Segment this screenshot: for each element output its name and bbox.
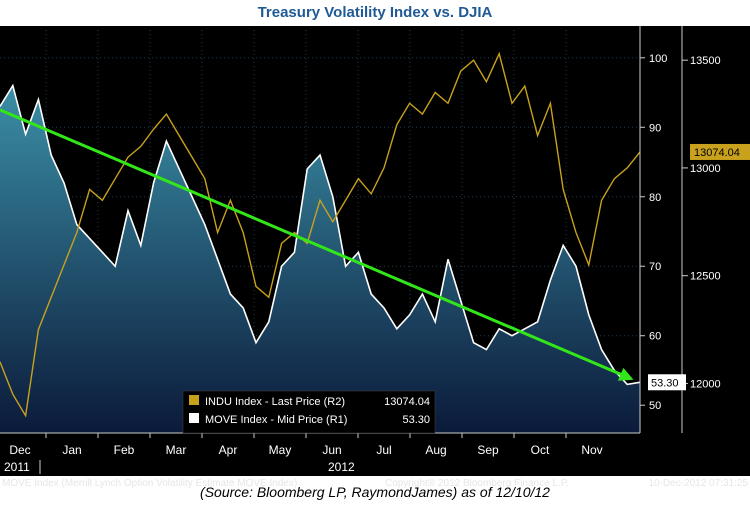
r2-tick-label: 13000 — [690, 163, 721, 175]
r2-tick-label: 12500 — [690, 271, 721, 283]
indu-line — [0, 51, 641, 418]
r1-tick-label: 90 — [649, 122, 661, 134]
x-tick-label: Oct — [531, 443, 550, 457]
legend-box — [182, 390, 436, 434]
indu-last-value-box — [690, 143, 750, 160]
x-tick-label: Jan — [62, 443, 81, 457]
legend-value-indu: 13074.04 — [384, 396, 430, 408]
chart-svg: 50 60 70 80 90 100 12000 12500 13000 13500 13074.0… — [0, 26, 750, 474]
x-tick-label: Jun — [322, 443, 341, 457]
x-year-label: 2011 — [4, 460, 30, 474]
x-tick-label: Sep — [477, 443, 499, 457]
trend-arrow-line — [0, 108, 629, 379]
chart-title: Treasury Volatility Index vs. DJIA — [257, 4, 493, 21]
r2-tick-label: 13500 — [690, 55, 721, 67]
x-tick-label: Mar — [166, 443, 187, 457]
x-tick-label: Apr — [219, 443, 238, 457]
r1-tick-label: 50 — [649, 400, 661, 412]
chart-panel: 50 60 70 80 90 100 12000 12500 13000 13500 13074.0… — [0, 26, 750, 476]
chart-legend: INDU Index - Last Price (R2) 13074.04 MO… — [182, 390, 436, 434]
source-note: (Source: Bloomberg LP, RaymondJames) as … — [200, 484, 550, 500]
legend-value-move: 53.30 — [402, 414, 430, 426]
r1-tick-label: 70 — [649, 261, 661, 273]
legend-label-move: MOVE Index - Mid Price (R1) — [205, 414, 347, 426]
legend-swatch-indu — [189, 395, 199, 405]
footer-left: MOVE Index (Merrill Lynch Option Volatil… — [2, 478, 298, 489]
x-tick-label: Feb — [114, 443, 135, 457]
footer-center: Copyright® 2012 Bloomberg Finance L.P. — [385, 478, 569, 489]
x-tick-label: Jul — [376, 443, 391, 457]
move-area — [0, 85, 640, 433]
x-tick-label: Dec — [9, 443, 30, 457]
legend-label-indu: INDU Index - Last Price (R2) — [205, 396, 345, 408]
x-tick-label: Nov — [581, 443, 602, 457]
x-year-label: 2012 — [328, 460, 355, 474]
x-tick-label: May — [269, 443, 292, 457]
r1-tick-label: 60 — [649, 331, 661, 343]
r1-tick-label: 80 — [649, 192, 661, 204]
legend-swatch-move — [189, 413, 199, 423]
indu-last-value-label: 13074.04 — [694, 147, 740, 159]
move-last-value-label: 53.30 — [651, 377, 679, 389]
x-tick-label: Aug — [425, 443, 446, 457]
trend-arrow-head — [617, 367, 634, 381]
r2-tick-label: 12000 — [690, 378, 721, 390]
move-line — [0, 83, 641, 386]
footer-right: 10-Dec-2012 07:31:25 — [648, 478, 748, 489]
r1-tick-label: 100 — [649, 53, 667, 65]
move-last-value-box — [648, 374, 686, 391]
